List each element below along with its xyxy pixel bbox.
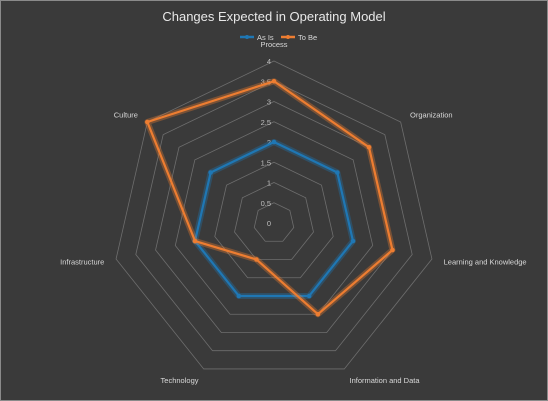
category-labels: Process Organization Learning and Knowledg…: [60, 40, 526, 385]
tick-label: 2: [267, 138, 271, 147]
category-label: Learning and Knowledge: [444, 258, 527, 267]
tick-label: 4: [267, 57, 271, 66]
grid-ring: [234, 182, 314, 260]
grid-ring: [115, 60, 433, 370]
series-line-as-is: [193, 140, 355, 298]
data-point-as-is: [208, 170, 213, 175]
legend-as-is-label: As Is: [257, 33, 274, 42]
data-point-to-be: [271, 78, 277, 84]
data-point-to-be: [315, 311, 321, 317]
tick-label: 0.5: [261, 199, 271, 208]
tick-label: 1.5: [261, 158, 271, 167]
legend-to-be-marker: [286, 35, 290, 39]
data-point-to-be: [254, 257, 259, 262]
tick-label: 0: [267, 219, 271, 228]
tick-label: 3.5: [261, 77, 271, 86]
data-point-to-be: [366, 144, 372, 150]
tick-label: 3: [267, 98, 271, 107]
chart-title: Changes Expected in Operating Model: [162, 9, 385, 24]
data-point-to-be: [390, 247, 395, 253]
data-point-to-be: [145, 119, 150, 125]
category-label: Culture: [114, 111, 138, 120]
data-point-as-is: [350, 238, 356, 244]
series-glow-to-be: [144, 78, 396, 318]
data-point-to-be: [192, 238, 198, 244]
legend: As Is To Be: [240, 33, 317, 42]
grid-ring: [135, 80, 413, 352]
grid-ring: [253, 202, 295, 242]
category-label: Information and Data: [349, 376, 420, 385]
data-point-as-is: [271, 139, 277, 145]
legend-to-be-label: To Be: [298, 33, 317, 42]
category-label: Technology: [161, 376, 199, 385]
category-label: Process: [260, 40, 287, 49]
category-label: Infrastructure: [60, 258, 104, 267]
tick-label: 2.5: [261, 118, 271, 127]
data-point-as-is: [335, 170, 340, 175]
data-point-as-is: [236, 293, 242, 299]
category-label: Organization: [410, 111, 453, 120]
grid-ring: [214, 161, 334, 279]
tick-label: 1: [267, 179, 271, 188]
grid-ring: [174, 121, 374, 315]
radial-axis-ticks: 0 0.5 1 1.5 2 2.5 3 3.5 4: [261, 57, 271, 228]
series-line-to-be: [146, 80, 394, 316]
legend-as-is-marker: [245, 35, 249, 39]
data-series: [144, 78, 396, 318]
data-point-as-is: [306, 293, 312, 299]
